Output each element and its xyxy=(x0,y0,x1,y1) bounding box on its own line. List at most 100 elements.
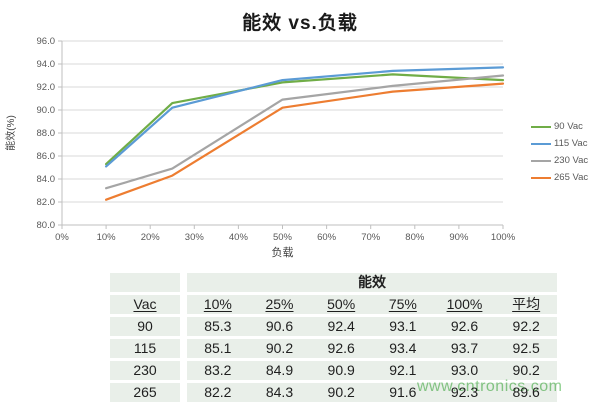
value-cell-text: 82.2 xyxy=(204,384,232,400)
row-header-vac: 230 xyxy=(110,361,180,380)
legend-item-90-vac: 90 Vac xyxy=(531,118,588,135)
y-tick-label: 88.0 xyxy=(37,128,56,139)
value-cell-text: 83.2 xyxy=(204,362,232,378)
value-cell-text: 93.0 xyxy=(450,362,479,378)
column-header-50pct: 50% xyxy=(310,295,372,314)
column-header-10pct-text: 10% xyxy=(203,296,232,312)
legend-item-265-vac: 265 Vac xyxy=(531,169,588,186)
legend-label: 230 Vac xyxy=(554,155,589,166)
column-gutter xyxy=(180,361,187,380)
y-tick-label: 90.0 xyxy=(37,105,56,116)
value-cell-text: 92.2 xyxy=(512,318,540,334)
x-tick-label: 50% xyxy=(273,232,293,243)
value-cell-text: 90.2 xyxy=(265,340,294,356)
value-cell: 92.1 xyxy=(372,361,434,380)
y-axis-title: 能效(%) xyxy=(4,115,17,151)
row-header-vac-text: 90 xyxy=(137,318,153,334)
value-cell-text: 85.1 xyxy=(204,340,232,356)
value-cell-text: 92.1 xyxy=(389,362,417,378)
x-tick-label: 100% xyxy=(491,232,516,243)
x-tick-label: 20% xyxy=(141,232,161,243)
value-cell: 92.6 xyxy=(433,317,496,336)
legend-line-swatch xyxy=(531,159,551,162)
value-cell: 93.0 xyxy=(433,361,496,380)
value-cell: 84.9 xyxy=(248,361,311,380)
legend-item-115-vac: 115 Vac xyxy=(531,135,588,152)
value-cell-text: 92.6 xyxy=(450,318,479,334)
column-gutter xyxy=(180,317,187,336)
column-header-Vac: Vac xyxy=(110,295,180,314)
row-header-vac-text: 115 xyxy=(133,340,157,356)
value-cell: 92.5 xyxy=(495,339,557,358)
value-cell-text: 90.2 xyxy=(512,362,540,378)
x-tick-label: 90% xyxy=(449,232,469,243)
column-header-100pct: 100% xyxy=(433,295,496,314)
x-tick-label: 30% xyxy=(185,232,205,243)
value-cell: 92.2 xyxy=(495,317,557,336)
column-header-75pct: 75% xyxy=(372,295,434,314)
y-tick-label: 82.0 xyxy=(37,197,56,208)
value-cell: 90.2 xyxy=(248,339,311,358)
y-tick-label: 80.0 xyxy=(37,220,56,231)
value-cell: 84.3 xyxy=(248,383,311,402)
value-cell-text: 91.6 xyxy=(389,384,417,400)
value-cell: 90.9 xyxy=(310,361,372,380)
value-cell: 90.2 xyxy=(310,383,372,402)
value-cell: 90.2 xyxy=(495,361,557,380)
value-cell-text: 89.6 xyxy=(512,384,540,400)
column-header-75pct-text: 75% xyxy=(388,296,417,312)
x-axis-title: 负载 xyxy=(272,245,294,259)
value-cell-text: 92.4 xyxy=(327,318,355,334)
chart-legend: 90 Vac 115 Vac 230 Vac 265 Vac xyxy=(531,118,588,186)
value-cell: 93.1 xyxy=(372,317,434,336)
column-header-100pct-text: 100% xyxy=(446,296,483,312)
column-header-Vac-text: Vac xyxy=(133,296,157,312)
value-cell-text: 84.9 xyxy=(265,362,294,378)
value-cell-text: 85.3 xyxy=(204,318,232,334)
efficiency-vs-load-chart: 80.0 82.0 84.0 86.0 88.0 90.0 92.0 94.0 96.0 0% 10… xyxy=(4,36,516,259)
value-cell: 92.4 xyxy=(310,317,372,336)
x-tick-label: 70% xyxy=(361,232,381,243)
column-header-平均-text: 平均 xyxy=(512,296,541,312)
legend-line-swatch xyxy=(531,176,551,179)
legend-label: 265 Vac xyxy=(554,172,589,183)
row-header-vac-text: 265 xyxy=(133,384,157,400)
column-header-25pct-text: 25% xyxy=(265,296,294,312)
value-cell: 85.1 xyxy=(187,339,249,358)
value-cell-text: 93.1 xyxy=(389,318,417,334)
row-header-vac-text: 230 xyxy=(133,362,157,378)
value-cell-text: 90.6 xyxy=(265,318,294,334)
y-tick-label: 96.0 xyxy=(37,36,56,47)
value-cell: 89.6 xyxy=(495,383,557,402)
series-line-115-vac xyxy=(104,66,505,168)
value-cell-text: 92.5 xyxy=(512,340,540,356)
value-cell: 82.2 xyxy=(187,383,249,402)
value-cell: 83.2 xyxy=(187,361,249,380)
value-cell: 92.6 xyxy=(310,339,372,358)
value-cell-text: 92.6 xyxy=(327,340,355,356)
value-cell-text: 84.3 xyxy=(265,384,294,400)
series-line-90-vac xyxy=(104,73,505,166)
watermark: www.cntronics.com xyxy=(417,378,563,395)
column-header-25pct: 25% xyxy=(248,295,311,314)
value-cell-text: 90.9 xyxy=(327,362,355,378)
column-gutter xyxy=(180,273,187,292)
x-tick-label: 80% xyxy=(405,232,425,243)
series-line-265-vac xyxy=(104,82,505,201)
x-tick-label: 0% xyxy=(55,232,69,243)
y-tick-label: 92.0 xyxy=(37,82,56,93)
chart-title: 能效 vs.负载 xyxy=(242,13,358,34)
column-header-平均: 平均 xyxy=(495,295,557,314)
y-tick-label: 94.0 xyxy=(37,59,56,70)
value-cell-text: 90.2 xyxy=(327,384,355,400)
x-tick-label: 60% xyxy=(317,232,337,243)
value-cell: 93.4 xyxy=(372,339,434,358)
x-tick-label: 10% xyxy=(97,232,117,243)
y-tick-label: 86.0 xyxy=(37,151,56,162)
column-header-10pct: 10% xyxy=(187,295,249,314)
row-header-vac: 90 xyxy=(110,317,180,336)
table-corner-cell xyxy=(110,273,180,292)
row-header-vac: 265 xyxy=(110,383,180,402)
value-cell-text: 93.4 xyxy=(389,340,417,356)
